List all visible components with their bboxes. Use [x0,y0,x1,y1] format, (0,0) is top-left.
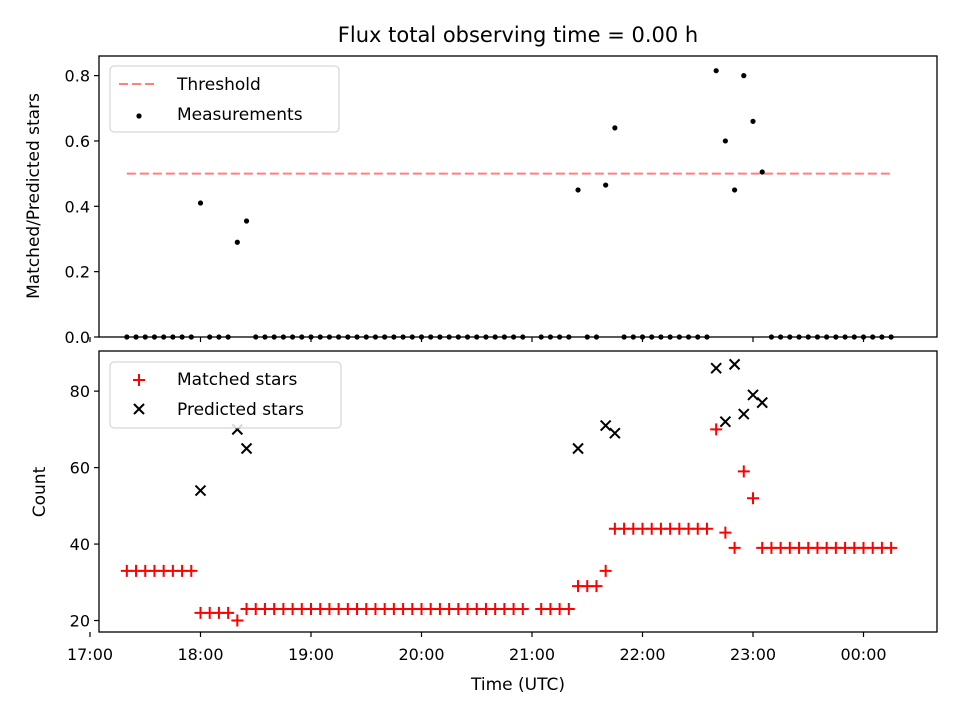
measurement-point [731,187,738,193]
measurement-point [750,118,756,124]
y-tick-label: 20 [70,612,90,631]
ratio-y-axis-label: Matched/Predicted stars [24,93,44,299]
y-tick-label: 80 [70,382,90,401]
ratio-legend-box [109,65,340,133]
y-tick-label: 0.4 [65,197,90,216]
y-tick-label: 0.8 [65,67,90,86]
matched-stars-point [599,564,612,577]
predicted-stars-point [572,442,584,455]
matched-stars-point [231,614,244,627]
count-plot: Count Time (UTC) 20 40 60 80 17:00 18:00 19:00… [30,350,938,695]
predicted-stars-point [728,358,741,371]
threshold-legend-label: Threshold [176,75,261,95]
measurement-point [575,187,581,193]
y-tick-label: 0.2 [65,263,90,282]
matched-stars-point [747,492,759,505]
x-tick-label: 20:00 [398,645,444,664]
matched-stars-point [516,603,529,616]
chart-title: Flux total observing time = 0.00 h [338,23,698,47]
measurements-legend-swatch [136,113,142,119]
predicted-legend-swatch [133,403,145,415]
x-tick-label: 19:00 [288,645,334,664]
predicted-stars-point [738,408,750,420]
matched-legend-swatch [133,374,145,386]
measurement-point [234,239,240,245]
measurements-legend-label: Measurements [177,105,303,125]
matched-stars-point [590,580,603,593]
matched-stars-point [185,564,198,577]
predicted-legend-label: Predicted stars [177,400,304,420]
matched-stars-point [885,541,898,554]
matched-stars-point [728,541,741,554]
predicted-stars-point [719,416,732,428]
measurement-point [603,182,609,188]
x-tick-label: 17:00 [67,645,113,664]
x-tick-label: 18:00 [177,645,223,664]
count-y-axis-label: Count [30,466,50,517]
matched-stars-point [737,465,750,478]
predicted-stars-point [240,442,253,455]
predicted-stars-point [599,419,612,432]
x-tick-label: 23:00 [730,645,776,664]
measurement-point [722,138,728,144]
predicted-stars-point [710,362,722,374]
measurement-point [612,125,618,131]
x-tick-label: 22:00 [619,645,665,664]
measurement-point [759,169,765,175]
count-plot-frame [98,350,938,633]
ratio-plot-frame [98,55,938,338]
predicted-stars-point [747,389,759,401]
y-tick-label: 0.6 [65,132,90,151]
x-tick-label: 00:00 [840,645,886,664]
ratio-legend: Threshold Measurements [109,65,340,133]
predicted-stars-point [756,396,768,409]
matched-stars-point [222,606,235,619]
y-tick-label: 0.0 [65,328,90,347]
ratio-plot: Matched/Predicted stars 0.00.20.40.60.8 … [24,55,938,347]
y-tick-label: 60 [70,459,90,478]
measurement-point [243,218,250,224]
count-legend: Matched stars Predicted stars [109,361,342,429]
x-axis-label: Time (UTC) [470,675,565,695]
matched-legend-label: Matched stars [177,370,297,390]
measurement-point [197,200,204,206]
measurement-point [713,68,719,74]
matched-stars-point [700,522,713,535]
matched-stars-point [562,603,575,616]
matched-stars-point [710,423,723,436]
predicted-stars-point [609,427,621,439]
y-tick-label: 40 [70,535,90,554]
count-legend-box [109,361,342,429]
predicted-stars-point [194,484,207,497]
matched-stars-point [719,526,732,539]
x-tick-label: 21:00 [509,645,555,664]
measurement-point [741,73,747,79]
